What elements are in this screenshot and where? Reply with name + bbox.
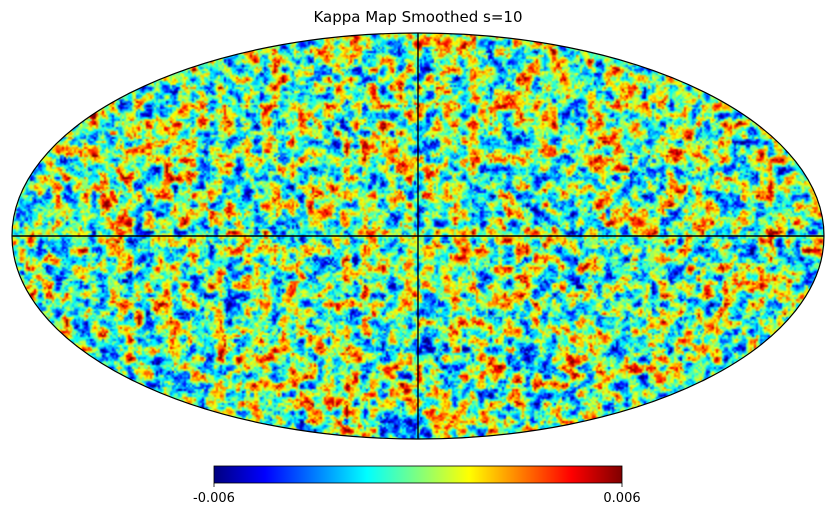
chart-title: Kappa Map Smoothed s=10 (313, 8, 522, 26)
colorbar-min-label: -0.006 (193, 491, 235, 506)
kappa-sky-map (11, 32, 825, 440)
colorbar-max-label: 0.006 (603, 491, 640, 506)
projection-boundary (11, 32, 825, 440)
colorbar-fill (213, 465, 623, 484)
colorbar: -0.006 0.006 (193, 465, 641, 506)
